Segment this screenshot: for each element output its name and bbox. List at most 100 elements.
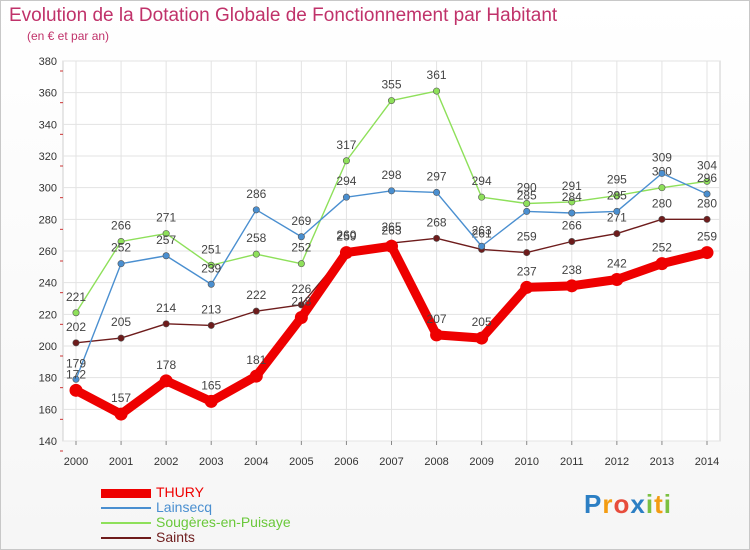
data-point [297,301,305,309]
data-point [297,233,305,241]
data-point [252,250,260,258]
x-tick-label: 2012 [605,456,629,468]
data-label: 317 [336,138,356,152]
y-tick-label: 380 [39,56,57,68]
data-point [655,257,669,271]
data-point [162,252,170,260]
data-point [294,311,308,324]
data-label: 258 [246,231,266,245]
data-point [700,246,714,260]
x-tick-label: 2002 [154,456,178,468]
data-label: 165 [201,378,221,392]
data-point [342,193,350,201]
data-point [478,242,486,250]
y-tick-label: 360 [39,88,57,100]
x-tick-label: 2006 [334,456,358,468]
data-point [252,307,260,315]
chart-title: Evolution de la Dotation Globale de Fonc… [9,5,558,26]
data-label: 298 [381,168,401,182]
data-label: 178 [156,358,176,372]
data-point [568,238,576,246]
data-point [339,246,353,260]
data-label: 294 [336,174,356,188]
data-label: 285 [517,188,537,202]
data-point [117,260,125,268]
logo-letter: x [630,489,646,519]
y-tick-label: 180 [39,373,57,385]
x-tick-label: 2013 [650,456,674,468]
data-point [297,260,305,268]
data-label: 252 [111,241,131,255]
data-label: 259 [517,230,537,244]
y-tick-label: 300 [39,183,57,195]
data-point [207,321,215,329]
y-tick-label: 320 [39,151,57,163]
data-label: 202 [66,320,86,334]
data-point [475,331,489,345]
data-label: 295 [607,173,627,187]
y-tick-label: 200 [39,341,57,353]
data-point [159,374,173,388]
data-point [430,328,444,342]
x-tick-label: 2000 [64,456,88,468]
y-tick-label: 140 [39,436,57,448]
data-point [565,279,579,293]
data-point [162,230,170,238]
x-tick-label: 2005 [289,456,313,468]
legend-swatch [101,522,151,524]
data-point [385,239,398,253]
data-label: 242 [607,257,627,271]
data-label: 269 [291,214,311,228]
data-point [658,184,666,192]
legend-swatch [101,507,151,509]
data-point [520,280,534,294]
data-label: 268 [427,215,447,229]
data-label: 284 [562,190,582,204]
data-label: 251 [201,242,221,256]
logo-letter: o [613,489,631,519]
legend-label: Lainsecq [156,499,213,515]
data-point [613,207,621,215]
data-point [117,334,125,342]
data-label: 179 [66,356,86,370]
x-tick-label: 2003 [199,456,223,468]
y-tick-label: 160 [39,404,57,416]
y-tick-label: 340 [39,119,57,131]
data-label: 252 [652,241,672,255]
x-tick-label: 2009 [469,456,493,468]
legend-swatch [101,488,151,498]
data-point [433,234,441,242]
data-label: 296 [697,171,717,185]
data-point [204,394,218,408]
data-label: 263 [381,223,401,237]
data-point [342,157,350,165]
data-label: 304 [697,158,717,172]
data-label: 261 [472,226,492,240]
data-label: 297 [427,169,447,183]
data-point [433,87,441,95]
logo-letter: i [645,489,655,519]
data-label: 266 [562,219,582,233]
data-point [523,207,531,215]
data-label: 172 [66,367,86,381]
data-point [568,198,576,206]
legend-label: Sougères-en-Puisaye [156,514,291,530]
data-label: 237 [517,264,537,278]
data-label: 271 [607,211,627,225]
logo-letter: P [584,489,603,519]
data-label: 221 [66,290,86,304]
data-point [162,320,170,328]
data-label: 205 [472,315,492,329]
data-label: 286 [246,187,266,201]
data-point [658,215,666,223]
data-point [523,249,531,257]
data-point [117,238,125,246]
data-label: 207 [427,312,447,326]
logo-letter: t [654,489,664,519]
data-point [69,383,83,397]
data-label: 157 [111,391,131,405]
data-label: 214 [156,301,176,315]
data-point [703,215,711,223]
data-label: 205 [111,315,131,329]
